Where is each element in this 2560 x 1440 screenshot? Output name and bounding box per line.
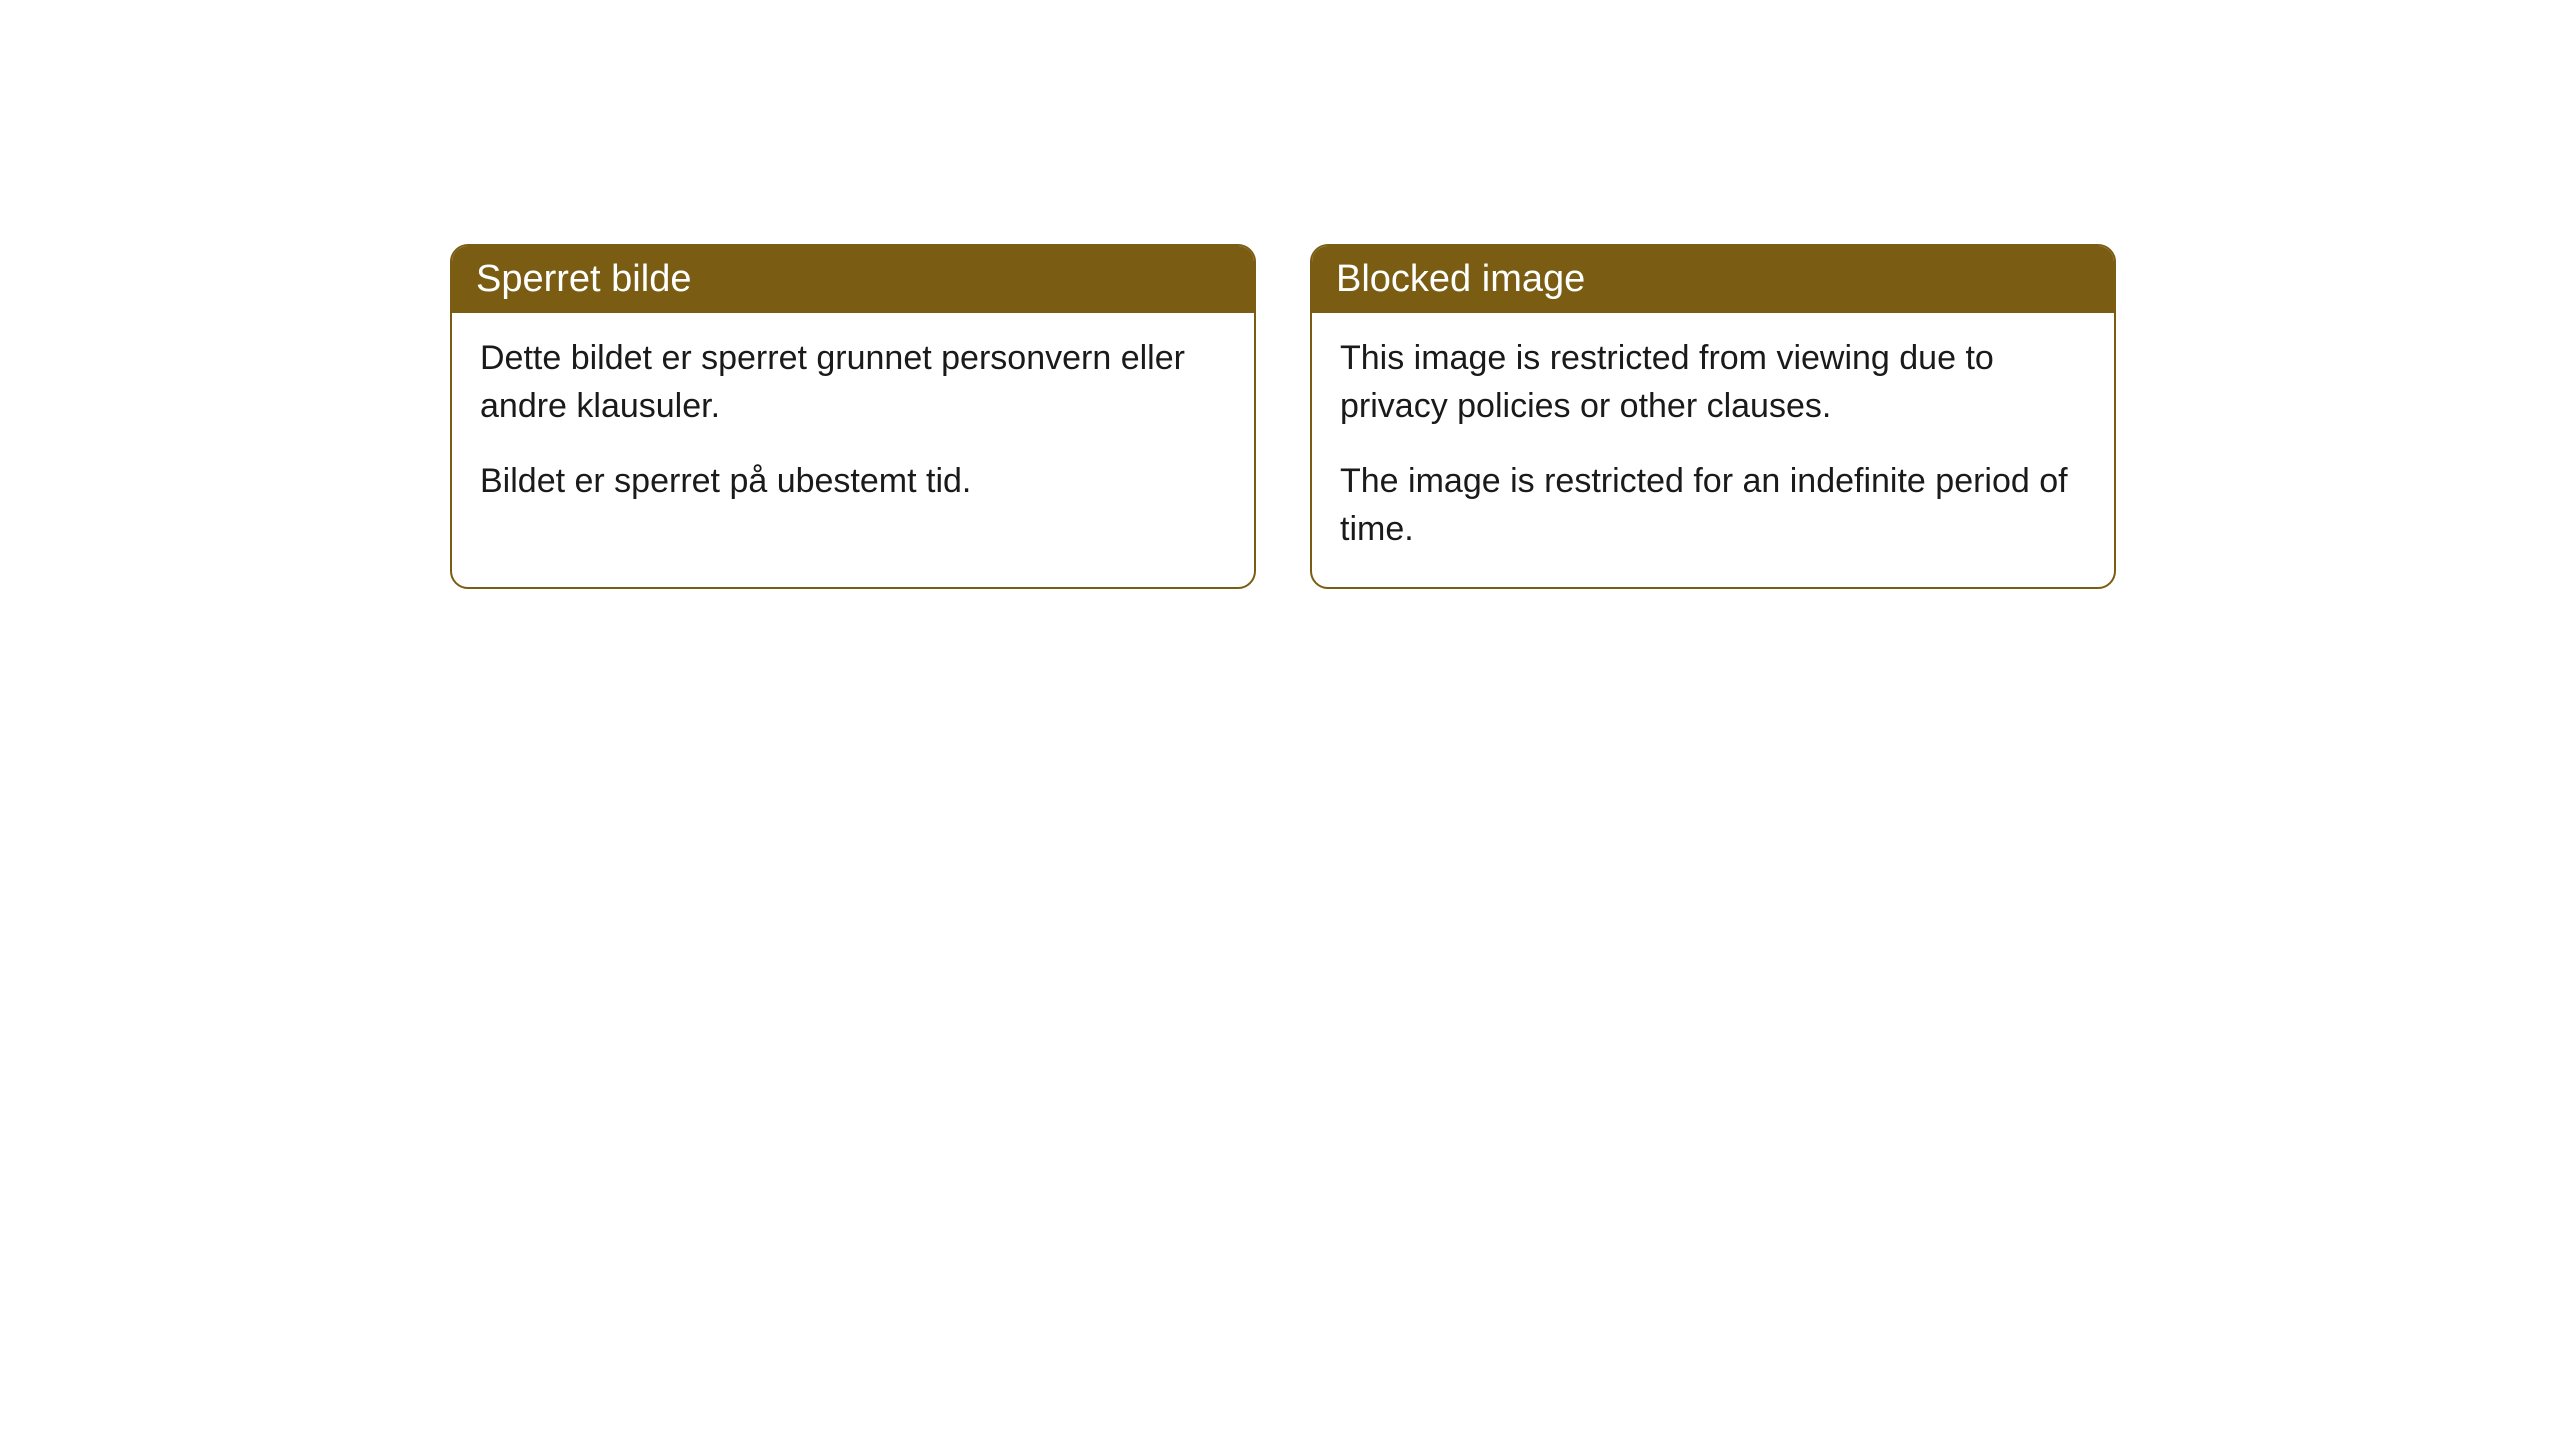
card-title: Sperret bilde <box>476 258 691 300</box>
card-title: Blocked image <box>1336 258 1585 300</box>
card-body: This image is restricted from viewing du… <box>1312 313 2114 587</box>
card-body: Dette bildet er sperret grunnet personve… <box>452 313 1254 540</box>
card-paragraph: Dette bildet er sperret grunnet personve… <box>480 335 1226 430</box>
card-paragraph: The image is restricted for an indefinit… <box>1340 458 2086 553</box>
card-paragraph: Bildet er sperret på ubestemt tid. <box>480 458 1226 506</box>
notice-card-english: Blocked image This image is restricted f… <box>1310 244 2116 589</box>
card-paragraph: This image is restricted from viewing du… <box>1340 335 2086 430</box>
card-header: Sperret bilde <box>452 246 1254 313</box>
notice-cards-container: Sperret bilde Dette bildet er sperret gr… <box>450 244 2116 589</box>
notice-card-norwegian: Sperret bilde Dette bildet er sperret gr… <box>450 244 1256 589</box>
card-header: Blocked image <box>1312 246 2114 313</box>
